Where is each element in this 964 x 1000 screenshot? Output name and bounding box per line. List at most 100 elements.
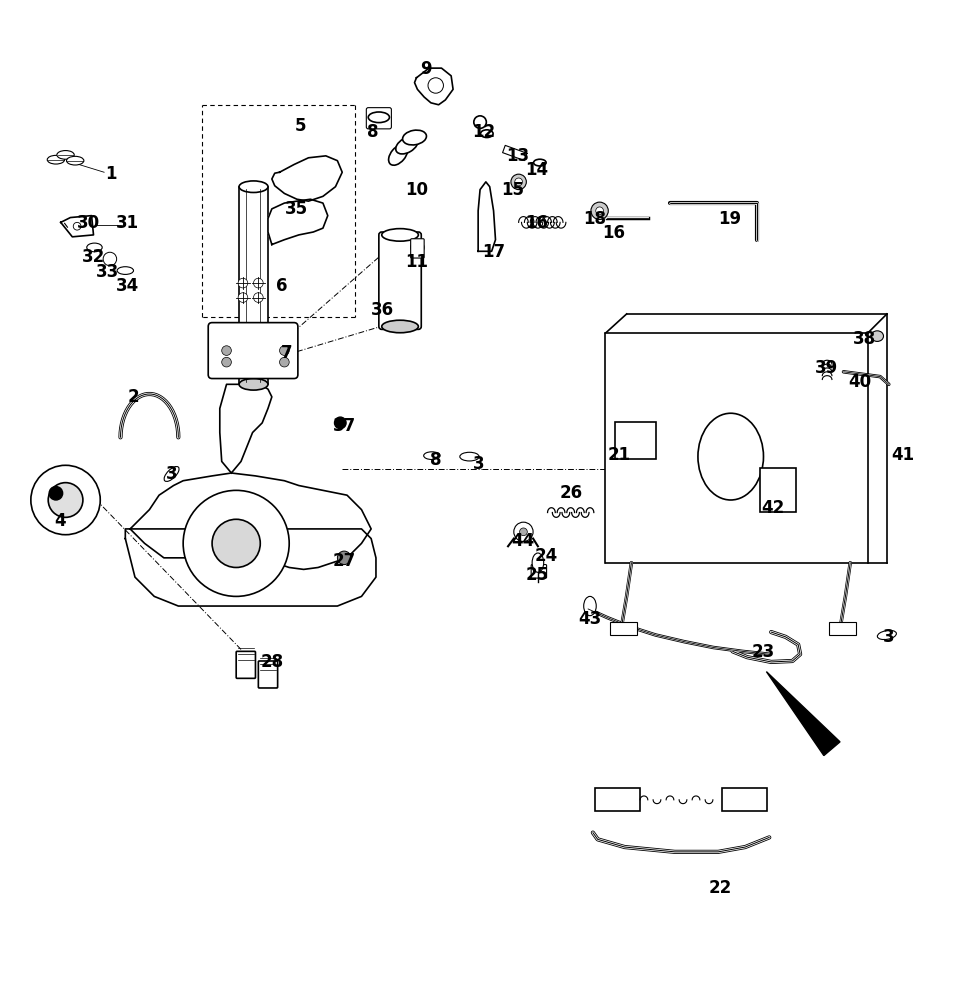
Text: 1: 1: [105, 165, 117, 183]
Text: 23: 23: [752, 643, 775, 661]
FancyBboxPatch shape: [258, 661, 278, 688]
Circle shape: [511, 174, 526, 190]
Ellipse shape: [67, 156, 84, 165]
Ellipse shape: [474, 116, 487, 128]
Circle shape: [596, 207, 603, 215]
Text: 3: 3: [473, 455, 485, 473]
Polygon shape: [478, 182, 495, 251]
FancyBboxPatch shape: [595, 788, 640, 811]
FancyBboxPatch shape: [208, 323, 298, 379]
Text: 32: 32: [82, 248, 105, 266]
Text: 42: 42: [762, 499, 785, 517]
Text: 8: 8: [367, 123, 379, 141]
Polygon shape: [415, 68, 453, 105]
Circle shape: [411, 241, 424, 254]
Text: 25: 25: [525, 566, 549, 584]
Circle shape: [254, 278, 263, 288]
Text: 37: 37: [333, 417, 356, 435]
Circle shape: [280, 346, 289, 355]
Ellipse shape: [382, 320, 418, 333]
Text: 24: 24: [535, 547, 558, 565]
Ellipse shape: [460, 452, 479, 461]
Ellipse shape: [118, 267, 133, 274]
FancyBboxPatch shape: [411, 239, 424, 258]
Text: 38: 38: [853, 330, 876, 348]
Text: 30: 30: [77, 214, 100, 232]
Text: 31: 31: [116, 214, 139, 232]
Polygon shape: [220, 384, 272, 473]
Ellipse shape: [480, 130, 494, 138]
Circle shape: [335, 417, 346, 429]
Ellipse shape: [239, 181, 268, 192]
Polygon shape: [125, 529, 376, 606]
Circle shape: [280, 357, 289, 367]
Circle shape: [254, 293, 263, 302]
Ellipse shape: [388, 145, 408, 165]
Text: 44: 44: [511, 532, 534, 550]
Ellipse shape: [532, 553, 544, 572]
Ellipse shape: [584, 596, 596, 616]
FancyBboxPatch shape: [379, 232, 421, 329]
Circle shape: [183, 490, 289, 596]
FancyBboxPatch shape: [615, 422, 656, 459]
Text: 39: 39: [815, 359, 838, 377]
Text: 16: 16: [525, 214, 549, 232]
Text: 3: 3: [883, 628, 895, 646]
FancyBboxPatch shape: [605, 333, 868, 563]
Circle shape: [428, 78, 443, 93]
Ellipse shape: [87, 243, 102, 252]
Text: 14: 14: [525, 161, 549, 179]
Text: 7: 7: [281, 344, 292, 362]
Text: 11: 11: [405, 253, 428, 271]
Text: 22: 22: [709, 879, 732, 897]
Polygon shape: [502, 145, 527, 161]
FancyBboxPatch shape: [829, 622, 856, 635]
Circle shape: [238, 278, 248, 288]
FancyBboxPatch shape: [760, 468, 796, 512]
Ellipse shape: [368, 112, 389, 123]
Text: 21: 21: [607, 446, 630, 464]
Circle shape: [337, 551, 351, 565]
Circle shape: [514, 522, 533, 541]
Text: 10: 10: [405, 181, 428, 199]
FancyBboxPatch shape: [366, 108, 391, 129]
Circle shape: [31, 465, 100, 535]
Polygon shape: [130, 473, 371, 569]
Text: 16: 16: [602, 224, 626, 242]
Text: 28: 28: [260, 653, 283, 671]
Text: 41: 41: [892, 446, 915, 464]
Text: 5: 5: [295, 117, 307, 135]
Ellipse shape: [534, 159, 546, 166]
Ellipse shape: [47, 155, 65, 164]
Text: 40: 40: [848, 373, 871, 391]
Text: 15: 15: [501, 181, 524, 199]
Text: 13: 13: [506, 147, 529, 165]
Text: 4: 4: [54, 512, 66, 530]
Text: 12: 12: [472, 123, 495, 141]
Text: 3: 3: [166, 465, 177, 483]
Polygon shape: [268, 199, 328, 245]
Circle shape: [520, 528, 527, 536]
Ellipse shape: [877, 630, 897, 640]
Polygon shape: [272, 156, 342, 201]
Circle shape: [103, 252, 117, 266]
Text: 34: 34: [116, 277, 139, 295]
Text: 6: 6: [276, 277, 287, 295]
Ellipse shape: [403, 130, 426, 145]
Text: 43: 43: [578, 610, 602, 628]
Ellipse shape: [871, 331, 883, 341]
Circle shape: [238, 293, 248, 302]
Polygon shape: [766, 672, 840, 756]
Text: 19: 19: [718, 210, 741, 228]
Polygon shape: [61, 216, 94, 237]
FancyBboxPatch shape: [610, 622, 637, 635]
Circle shape: [212, 519, 260, 567]
FancyBboxPatch shape: [236, 651, 255, 678]
Text: 2: 2: [127, 388, 139, 406]
Circle shape: [222, 346, 231, 355]
Text: 17: 17: [482, 243, 505, 261]
Text: 18: 18: [583, 210, 606, 228]
Text: 8: 8: [430, 451, 442, 469]
Ellipse shape: [423, 452, 440, 460]
Text: 36: 36: [371, 301, 394, 319]
